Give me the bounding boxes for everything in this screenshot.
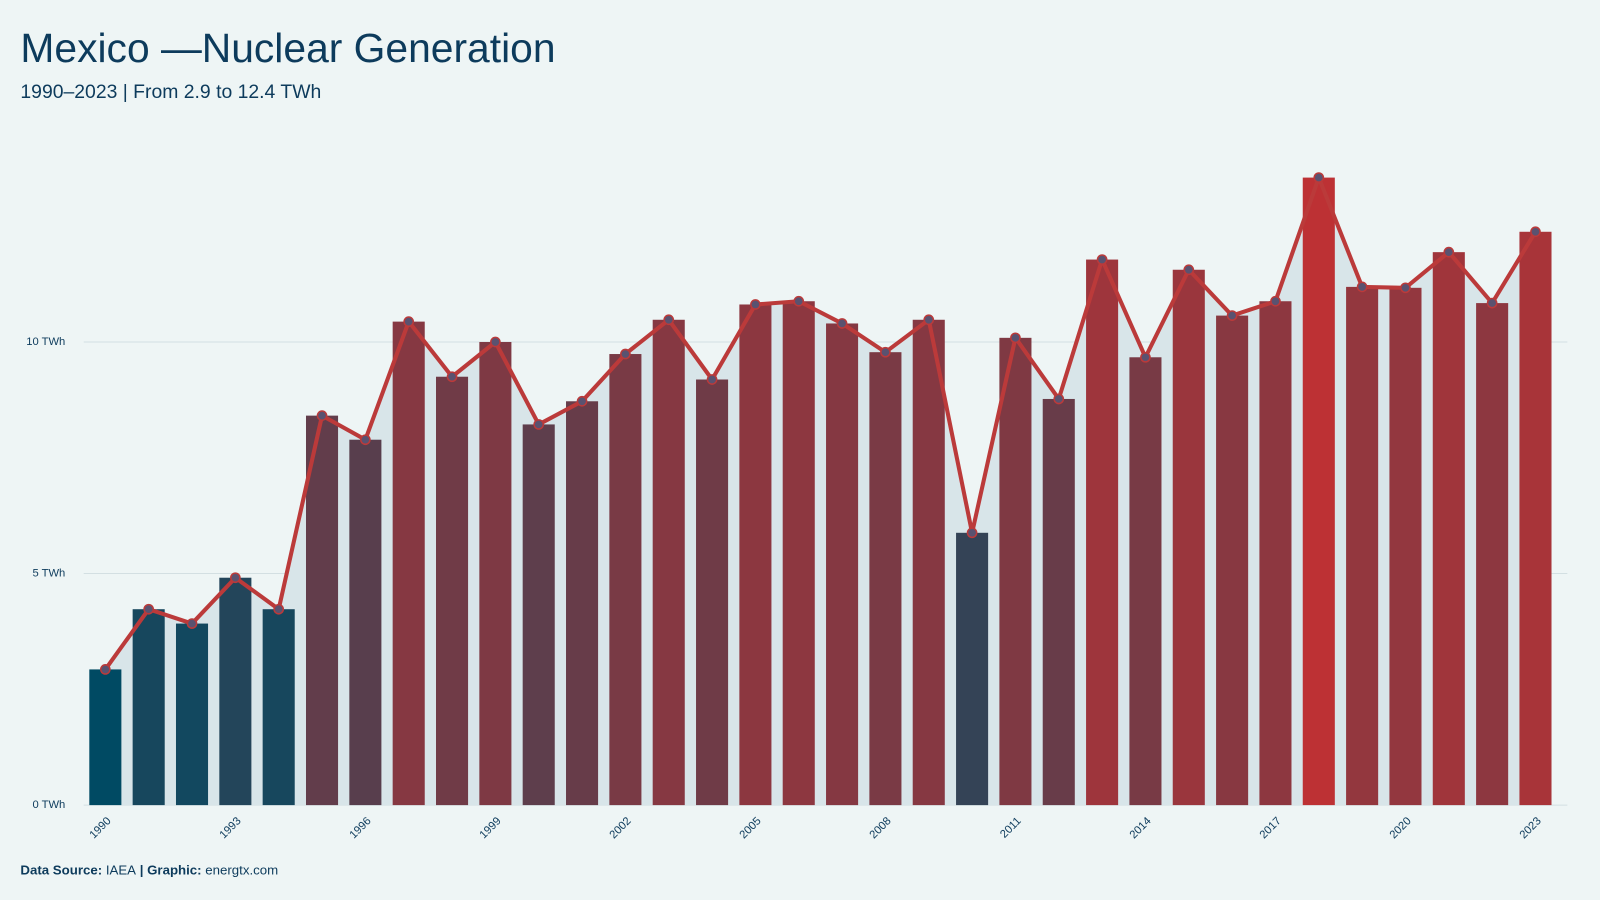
- bar: [782, 301, 815, 806]
- point: [1443, 246, 1455, 258]
- bar: [1216, 315, 1249, 806]
- point: [750, 299, 761, 310]
- point: [663, 314, 675, 326]
- bar: [1519, 231, 1552, 806]
- point: [1530, 226, 1541, 238]
- point: [360, 434, 371, 446]
- graphic-label: | Graphic:: [140, 862, 202, 877]
- bar: [652, 319, 685, 806]
- point: [1226, 310, 1238, 321]
- chart-title: Mexico —Nuclear Generation: [20, 25, 555, 71]
- point: [186, 618, 198, 629]
- point: [1400, 282, 1411, 294]
- bar: [1302, 177, 1335, 806]
- point: [403, 316, 415, 327]
- bar: [999, 337, 1032, 806]
- bar: [219, 577, 252, 806]
- point: [1183, 264, 1195, 276]
- bar: [522, 424, 555, 806]
- point: [1096, 254, 1108, 265]
- point: [490, 336, 501, 348]
- point: [143, 603, 155, 615]
- point: [880, 346, 891, 358]
- line: [103, 175, 1538, 671]
- bar: [175, 623, 209, 806]
- bar: [1086, 259, 1119, 806]
- point: [229, 572, 241, 584]
- bar: [392, 321, 425, 806]
- graphic: energtx.com: [205, 862, 278, 877]
- bar: [739, 304, 772, 806]
- point: [446, 371, 458, 383]
- x-tick-label: 1993: [218, 815, 244, 841]
- bar: [1129, 357, 1162, 806]
- bar: [1389, 287, 1422, 806]
- bar: [349, 439, 382, 806]
- bar: [1432, 252, 1465, 806]
- bar: [1476, 303, 1509, 806]
- point: [1356, 281, 1368, 293]
- y-tick-label: 0 TWh: [32, 799, 65, 811]
- source-label: Data Source:: [20, 862, 102, 877]
- bar: [1172, 269, 1205, 806]
- point: [1486, 297, 1498, 309]
- point: [1010, 332, 1021, 344]
- bar: [479, 341, 512, 806]
- bar: [1042, 398, 1075, 806]
- x-tick-label: 1996: [348, 815, 374, 841]
- x-tick-label: 2005: [738, 815, 764, 841]
- source: IAEA: [106, 862, 136, 877]
- point: [620, 348, 631, 360]
- x-tick-label: 2002: [608, 815, 634, 841]
- point: [1140, 351, 1151, 363]
- bar: [305, 415, 339, 806]
- bar: [132, 609, 165, 806]
- bar: [609, 354, 642, 806]
- bar: [89, 669, 122, 806]
- point: [533, 419, 545, 430]
- x-tick-label: 2017: [1258, 815, 1284, 841]
- y-tick-label: 5 TWh: [32, 568, 65, 580]
- point: [793, 295, 805, 307]
- bar: [912, 319, 945, 806]
- bar: [262, 609, 295, 806]
- x-tick-label: 2008: [868, 815, 894, 841]
- y-tick-label: 10 TWh: [26, 336, 65, 348]
- x-tick-label: 2023: [1518, 815, 1544, 841]
- bar: [869, 352, 902, 806]
- point: [316, 410, 328, 421]
- point: [99, 664, 111, 675]
- point: [576, 395, 588, 407]
- bar: [826, 323, 859, 806]
- bar: [696, 379, 729, 806]
- footer: Data Source: IAEA | Graphic: energtx.com: [20, 862, 278, 877]
- x-tick-label: 1999: [478, 815, 504, 841]
- bar: [1259, 301, 1292, 806]
- bar: [566, 401, 599, 806]
- bar: [956, 532, 989, 806]
- x-tick-label: 2014: [1128, 815, 1154, 841]
- point: [273, 603, 285, 615]
- x-tick-label: 2020: [1388, 815, 1414, 841]
- point: [1313, 172, 1325, 183]
- point: [836, 318, 848, 329]
- point: [923, 314, 935, 326]
- point: [966, 527, 978, 539]
- bar: [1346, 286, 1379, 806]
- x-tick-label: 1990: [88, 815, 114, 841]
- chart-subtitle: 1990–2023 | From 2.9 to 12.4 TWh: [20, 81, 321, 103]
- point: [1270, 295, 1281, 307]
- x-tick-label: 2011: [998, 815, 1024, 841]
- point: [1053, 393, 1065, 405]
- point: [706, 374, 718, 385]
- bar: [436, 376, 469, 806]
